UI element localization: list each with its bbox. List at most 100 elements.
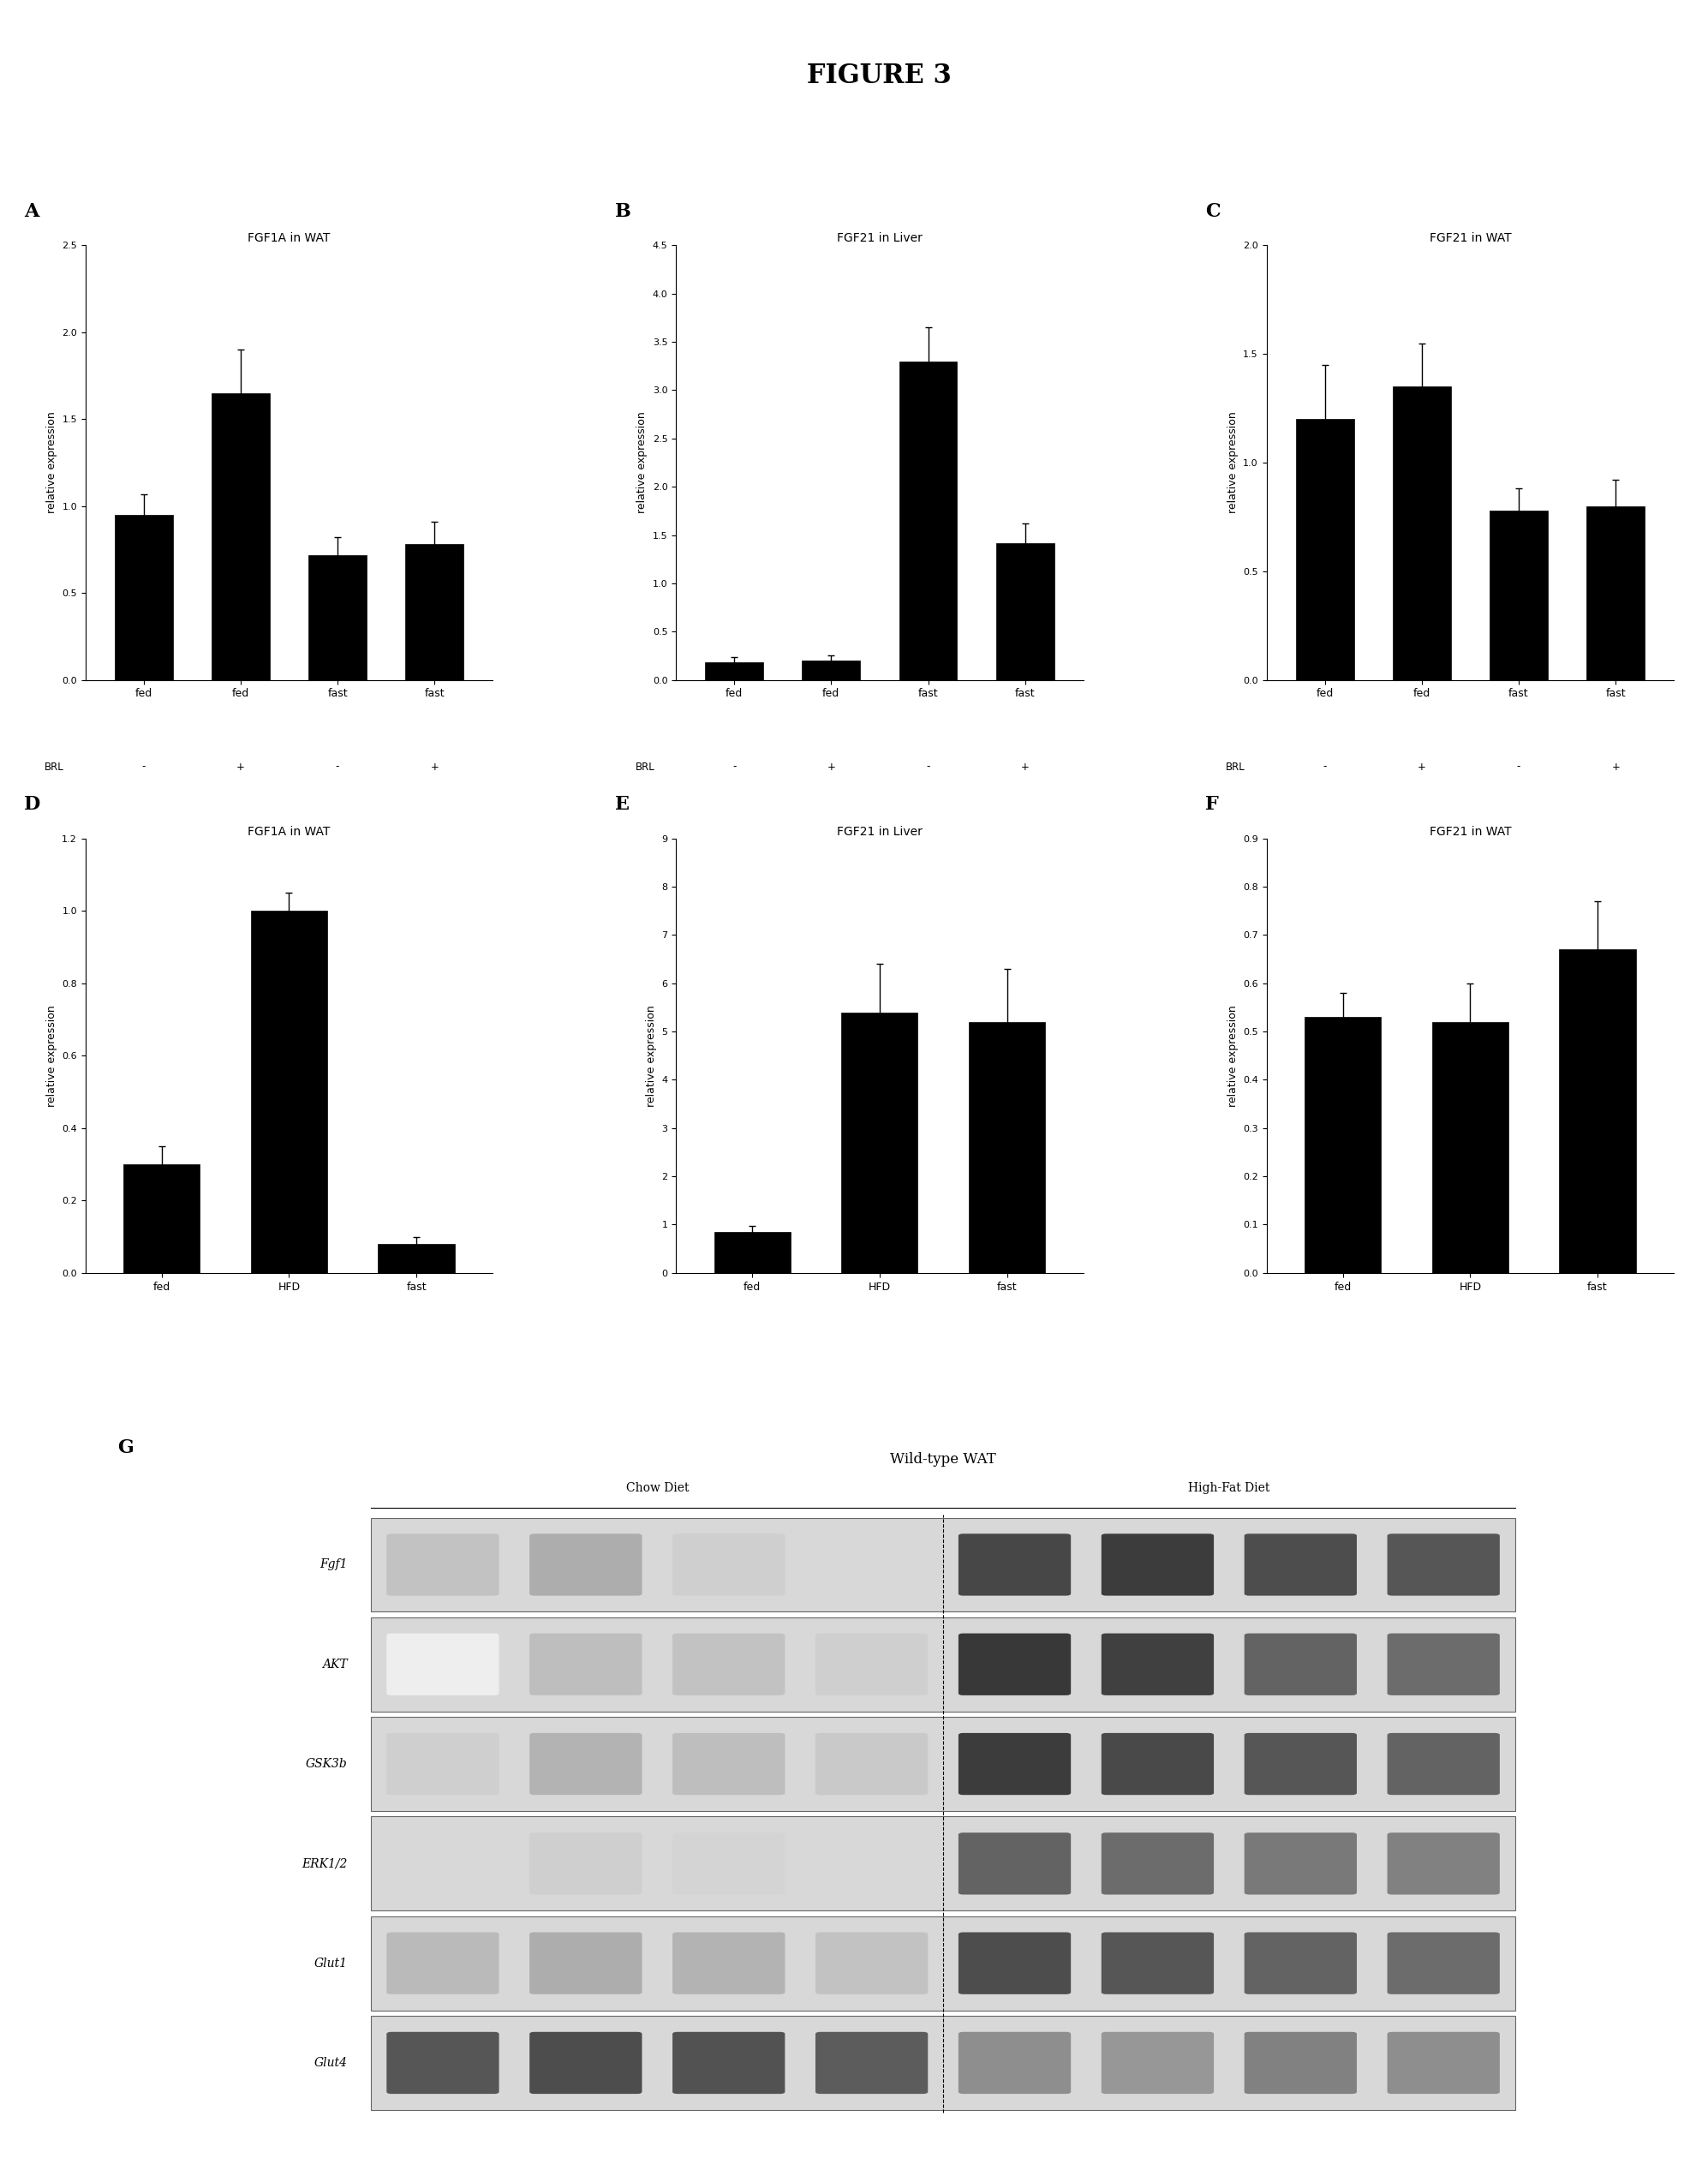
FancyBboxPatch shape (815, 1931, 927, 1994)
Bar (377, 1243, 454, 1274)
Bar (1392, 386, 1450, 679)
FancyBboxPatch shape (386, 1734, 499, 1795)
Text: FIGURE 3: FIGURE 3 (808, 63, 951, 89)
FancyBboxPatch shape (529, 1634, 642, 1695)
FancyBboxPatch shape (1102, 1834, 1214, 1894)
FancyBboxPatch shape (815, 2031, 927, 2094)
Bar (803, 660, 861, 679)
FancyBboxPatch shape (529, 1534, 642, 1595)
FancyBboxPatch shape (1387, 1834, 1500, 1894)
FancyBboxPatch shape (1387, 1931, 1500, 1994)
Bar (1489, 510, 1547, 679)
FancyBboxPatch shape (1102, 1734, 1214, 1795)
Text: +: + (1418, 762, 1426, 773)
Text: G: G (118, 1439, 133, 1458)
Text: +: + (236, 762, 244, 773)
FancyBboxPatch shape (673, 1734, 786, 1795)
Text: GSK3b: GSK3b (306, 1758, 347, 1771)
FancyBboxPatch shape (815, 1734, 927, 1795)
Y-axis label: relative expression: relative expression (46, 412, 56, 514)
Text: -: - (336, 762, 340, 773)
Bar (123, 1165, 200, 1274)
Text: Wild-type WAT: Wild-type WAT (890, 1452, 996, 1467)
FancyBboxPatch shape (1102, 2031, 1214, 2094)
FancyBboxPatch shape (673, 1634, 786, 1695)
FancyBboxPatch shape (371, 1816, 1515, 1910)
FancyBboxPatch shape (529, 1931, 642, 1994)
Text: C: C (1206, 202, 1221, 221)
FancyBboxPatch shape (371, 2016, 1515, 2109)
FancyBboxPatch shape (371, 1716, 1515, 1812)
Bar (898, 360, 956, 679)
FancyBboxPatch shape (1245, 2031, 1356, 2094)
Title: FGF1A in WAT: FGF1A in WAT (248, 825, 330, 838)
Bar (405, 545, 463, 679)
FancyBboxPatch shape (815, 1634, 927, 1695)
Title: FGF21 in Liver: FGF21 in Liver (837, 232, 922, 245)
Y-axis label: relative expression: relative expression (646, 1005, 658, 1107)
FancyBboxPatch shape (1245, 1634, 1356, 1695)
Text: ERK1/2: ERK1/2 (302, 1858, 347, 1871)
Bar (1305, 1018, 1382, 1274)
Title: FGF1A in WAT: FGF1A in WAT (248, 232, 330, 245)
Title: FGF21 in Liver: FGF21 in Liver (837, 825, 922, 838)
FancyBboxPatch shape (958, 1534, 1071, 1595)
FancyBboxPatch shape (1387, 1534, 1500, 1595)
FancyBboxPatch shape (1245, 1534, 1356, 1595)
Bar (212, 393, 270, 679)
FancyBboxPatch shape (529, 1734, 642, 1795)
Text: -: - (926, 762, 929, 773)
FancyBboxPatch shape (1102, 1634, 1214, 1695)
Text: F: F (1206, 794, 1220, 814)
FancyBboxPatch shape (386, 1931, 499, 1994)
FancyBboxPatch shape (1245, 1834, 1356, 1894)
Bar (842, 1011, 917, 1274)
FancyBboxPatch shape (386, 2031, 499, 2094)
FancyBboxPatch shape (371, 1916, 1515, 2009)
Text: AKT: AKT (323, 1658, 347, 1671)
Y-axis label: relative expression: relative expression (1226, 1005, 1238, 1107)
FancyBboxPatch shape (958, 1834, 1071, 1894)
FancyBboxPatch shape (529, 1834, 642, 1894)
Bar (1431, 1022, 1508, 1274)
FancyBboxPatch shape (815, 1834, 927, 1894)
FancyBboxPatch shape (1245, 1734, 1356, 1795)
Bar (1559, 950, 1636, 1274)
FancyBboxPatch shape (673, 1931, 786, 1994)
Text: E: E (615, 794, 630, 814)
Bar (714, 1233, 791, 1274)
Text: +: + (827, 762, 835, 773)
FancyBboxPatch shape (1102, 1931, 1214, 1994)
Bar (705, 662, 763, 679)
Text: BRL: BRL (1226, 762, 1245, 773)
FancyBboxPatch shape (386, 1634, 499, 1695)
FancyBboxPatch shape (958, 2031, 1071, 2094)
Text: +: + (430, 762, 439, 773)
Bar (1296, 419, 1354, 679)
FancyBboxPatch shape (1102, 1534, 1214, 1595)
Text: -: - (142, 762, 145, 773)
Bar (968, 1022, 1045, 1274)
FancyBboxPatch shape (673, 1834, 786, 1894)
Text: +: + (1021, 762, 1030, 773)
FancyBboxPatch shape (673, 2031, 786, 2094)
Bar (114, 514, 173, 679)
FancyBboxPatch shape (958, 1931, 1071, 1994)
Title: FGF21 in WAT: FGF21 in WAT (1430, 232, 1512, 245)
Y-axis label: relative expression: relative expression (637, 412, 647, 514)
Text: +: + (1611, 762, 1619, 773)
Text: -: - (733, 762, 736, 773)
Title: FGF21 in WAT: FGF21 in WAT (1430, 825, 1512, 838)
Text: BRL: BRL (635, 762, 654, 773)
Bar (251, 911, 328, 1274)
FancyBboxPatch shape (1387, 1734, 1500, 1795)
Text: A: A (24, 202, 39, 221)
FancyBboxPatch shape (529, 2031, 642, 2094)
Bar (309, 556, 367, 679)
FancyBboxPatch shape (371, 1617, 1515, 1712)
Text: Glut4: Glut4 (314, 2057, 347, 2068)
FancyBboxPatch shape (815, 1534, 927, 1595)
Text: Fgf1: Fgf1 (319, 1558, 347, 1571)
FancyBboxPatch shape (1245, 1931, 1356, 1994)
FancyBboxPatch shape (1387, 1634, 1500, 1695)
